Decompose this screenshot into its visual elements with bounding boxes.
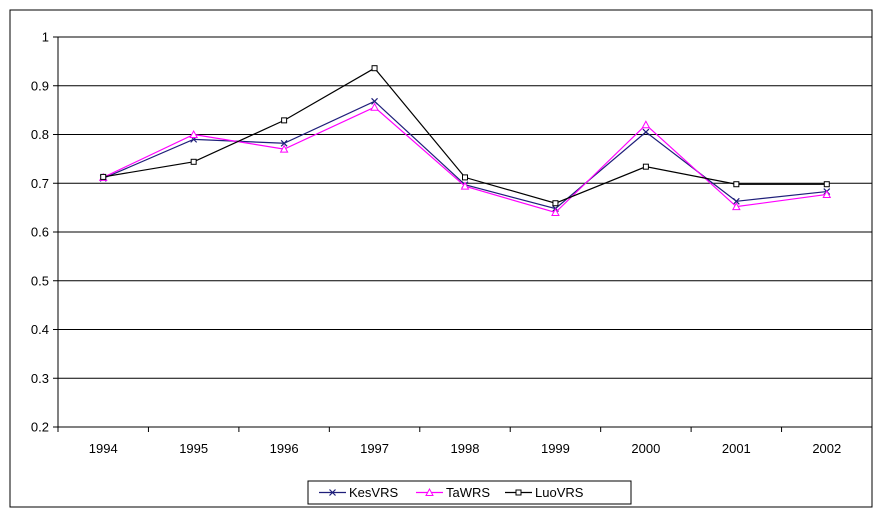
data-point xyxy=(460,181,470,190)
series-LuoVRS xyxy=(100,65,830,207)
data-point xyxy=(462,174,468,181)
legend-marker xyxy=(425,487,434,496)
data-point xyxy=(641,120,651,129)
x-tick-label: 1997 xyxy=(360,441,389,456)
data-point xyxy=(280,139,288,147)
data-point xyxy=(731,202,741,211)
legend-marker xyxy=(329,489,336,496)
chart-frame xyxy=(9,9,873,508)
data-point xyxy=(100,173,107,180)
y-tick-label: 0.8 xyxy=(31,127,49,142)
data-point xyxy=(642,128,650,136)
x-tick-label: 1998 xyxy=(451,441,480,456)
data-point xyxy=(642,163,649,170)
series-group xyxy=(98,65,832,216)
marker-stroke xyxy=(280,139,288,147)
x-tick-label: 1994 xyxy=(89,441,118,456)
data-point xyxy=(281,117,288,124)
x-tick-label: 2000 xyxy=(631,441,660,456)
axes: 0.2 0.3 0.4 0.5 0.6 0.7 0.8 0.9 1 1994 1995 1996 199… xyxy=(31,30,873,456)
legend: KesVRS TaWRS LuoVRS xyxy=(307,480,632,505)
data-point xyxy=(371,97,378,105)
legend-label: TaWRS xyxy=(446,485,490,500)
data-point xyxy=(732,197,740,205)
data-point xyxy=(733,181,740,188)
y-tick-label: 0.5 xyxy=(31,273,49,288)
y-tick-label: 0.3 xyxy=(31,371,49,386)
data-point xyxy=(822,189,832,198)
y-tick-label: 1 xyxy=(42,30,49,45)
marker-stroke xyxy=(642,128,650,136)
legend-entry-TaWRS: TaWRS xyxy=(416,485,490,500)
x-tick-label: 1996 xyxy=(270,441,299,456)
x-tick-label: 1999 xyxy=(541,441,570,456)
data-point xyxy=(279,144,289,153)
x-tick-label: 1995 xyxy=(179,441,208,456)
y-tick-label: 0.2 xyxy=(31,420,49,435)
legend-entry-KesVRS: KesVRS xyxy=(319,485,398,500)
data-point xyxy=(371,65,378,72)
x-tick-label: 2001 xyxy=(722,441,751,456)
y-tick-label: 0.4 xyxy=(31,322,49,337)
marker-stroke xyxy=(732,197,740,205)
data-point xyxy=(190,158,197,165)
data-point xyxy=(370,102,379,111)
series-TaWRS xyxy=(98,102,832,216)
legend-entry-LuoVRS: LuoVRS xyxy=(505,485,584,500)
data-point xyxy=(551,207,560,216)
x-tick-label: 2002 xyxy=(812,441,841,456)
legend-label: LuoVRS xyxy=(535,485,584,500)
marker-stroke xyxy=(371,97,378,105)
legend-marker xyxy=(515,489,522,496)
data-point xyxy=(552,200,559,207)
legend-label: KesVRS xyxy=(349,485,398,500)
data-point xyxy=(189,129,199,138)
y-tick-label: 0.6 xyxy=(31,225,49,240)
y-tick-label: 0.9 xyxy=(31,78,49,93)
data-point xyxy=(823,181,830,188)
marker-stroke xyxy=(329,489,336,496)
legend-box xyxy=(307,480,632,505)
y-tick-label: 0.7 xyxy=(31,176,49,191)
